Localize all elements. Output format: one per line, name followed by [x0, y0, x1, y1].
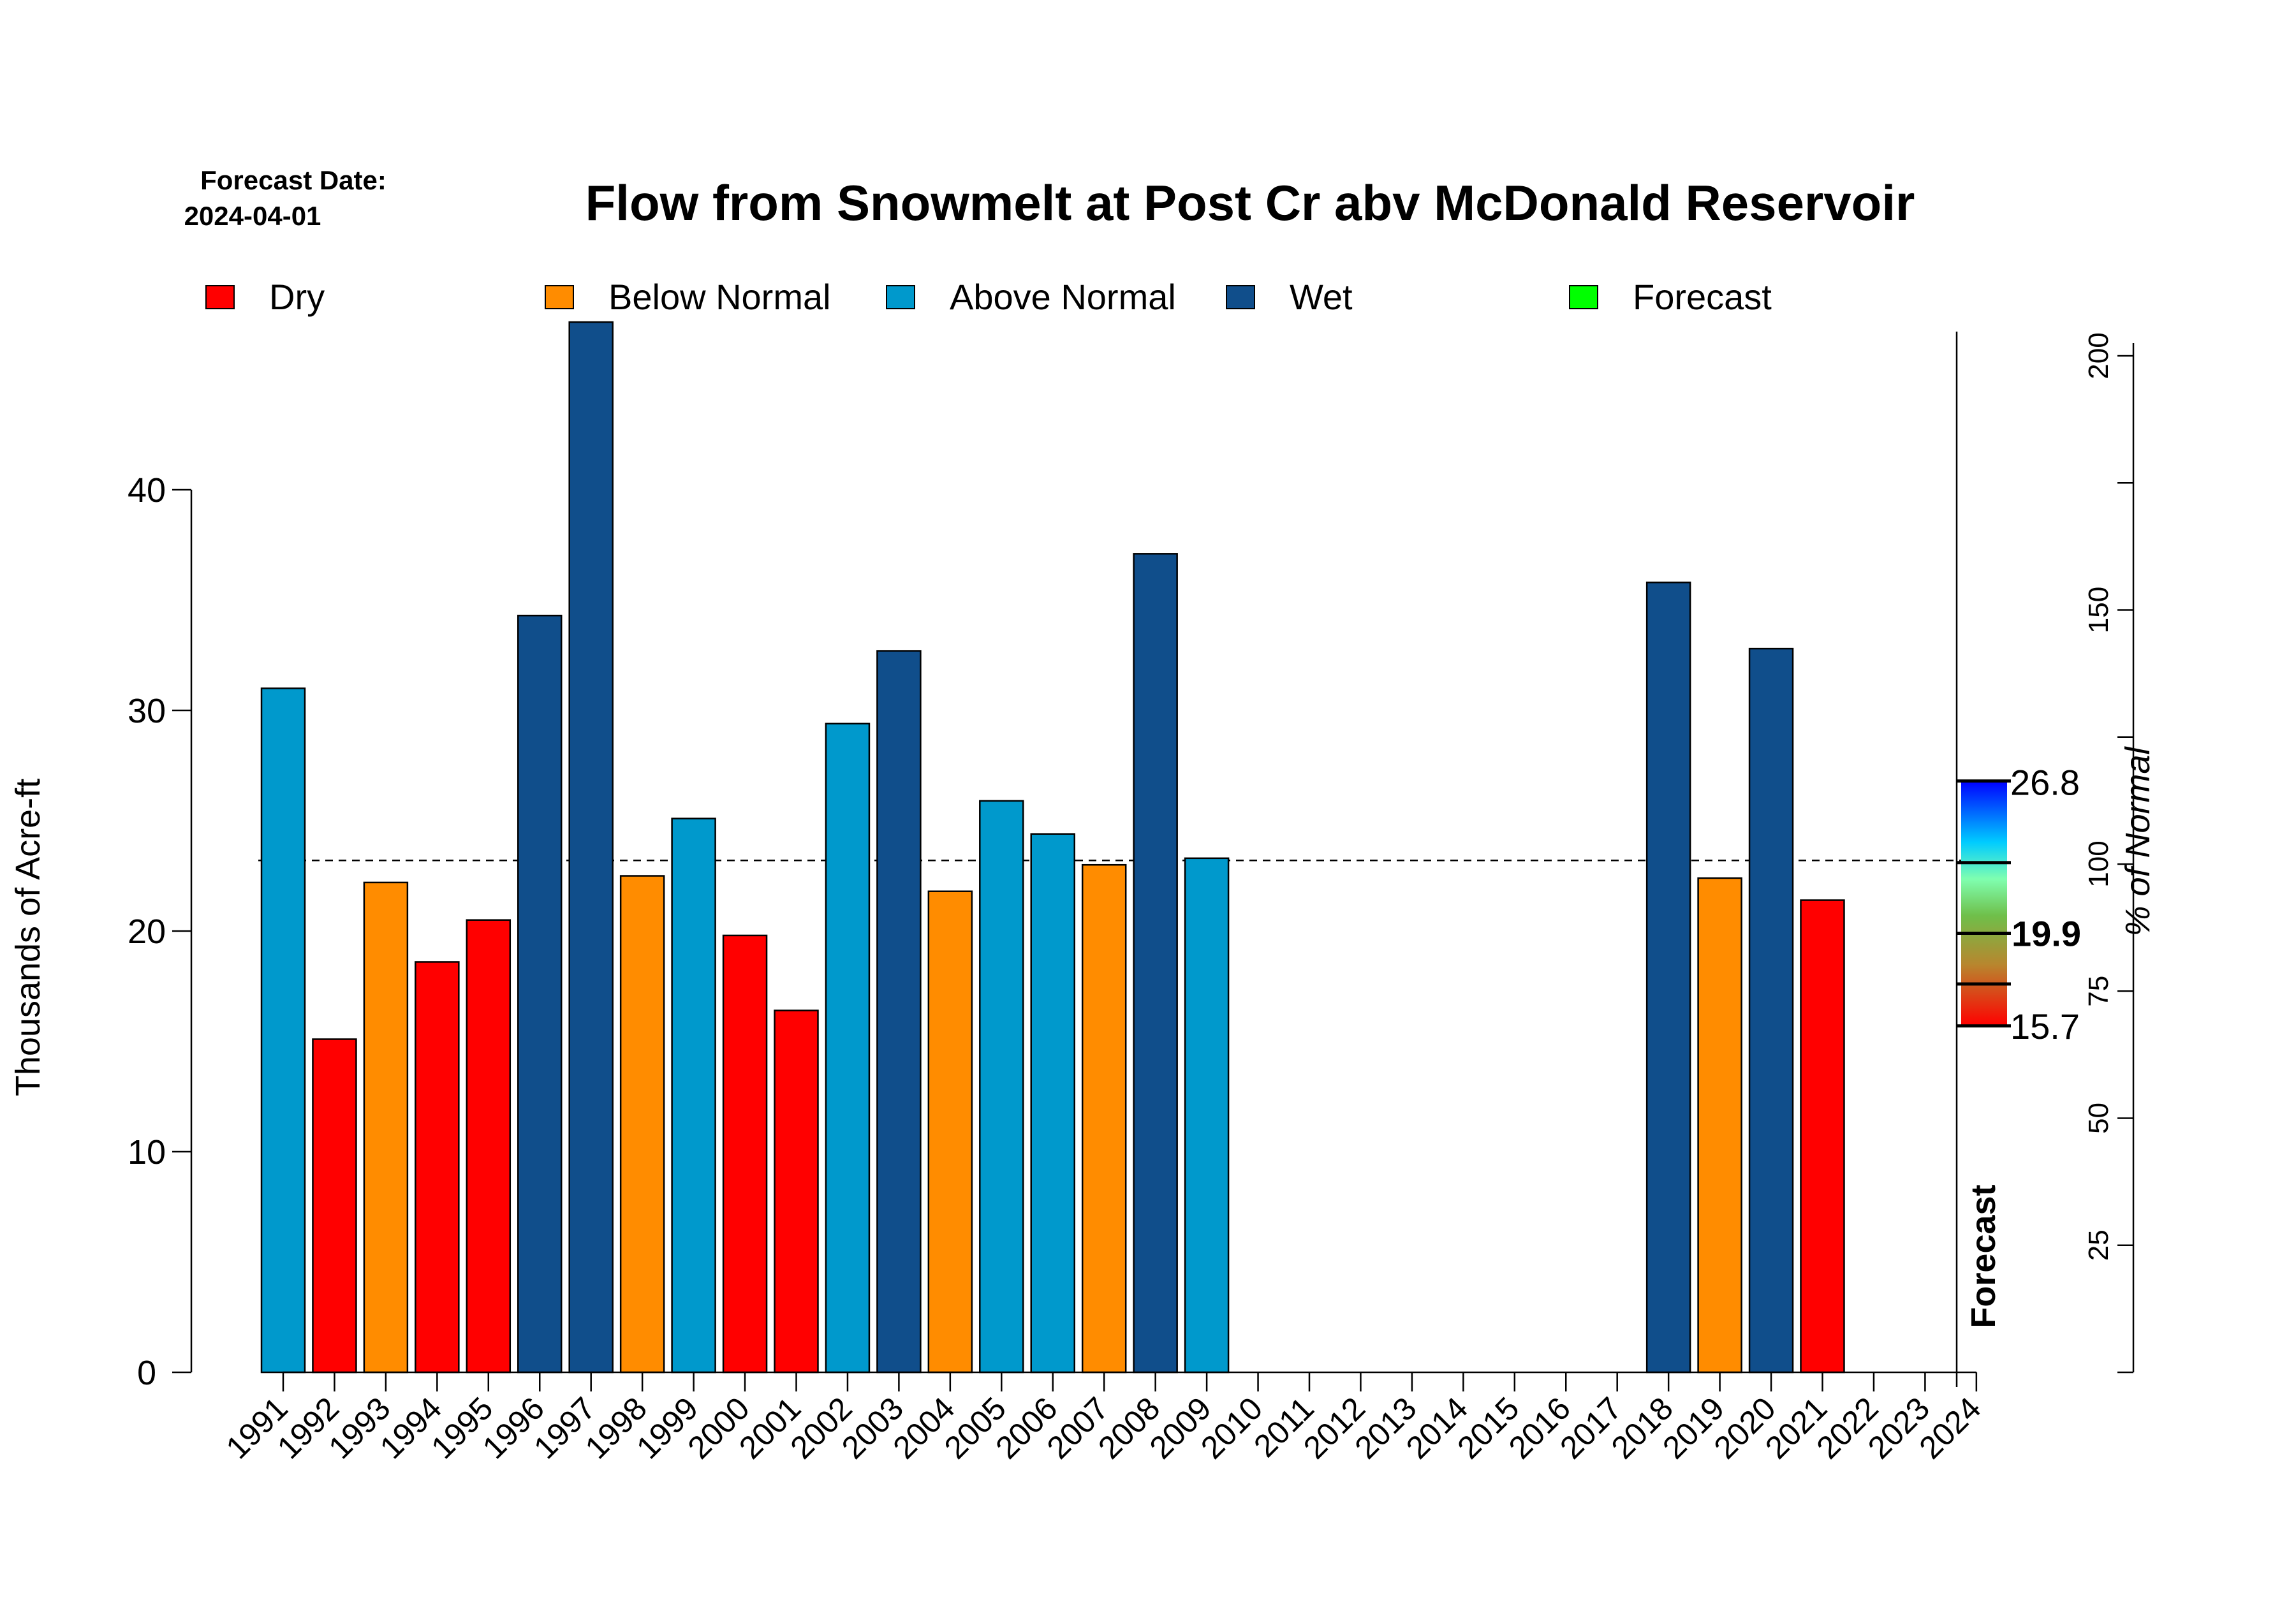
bar-1999	[671, 818, 716, 1374]
bar-2009	[1184, 857, 1230, 1374]
legend: Dry Below Normal Above Normal Wet Forecast	[205, 277, 1772, 317]
y-tick-label: 40	[128, 471, 166, 510]
legend-swatch-above-normal	[886, 285, 915, 309]
bar-2005	[979, 800, 1024, 1374]
bar-2000	[722, 934, 768, 1374]
forecast-min-label: 15.7	[2010, 1006, 2080, 1046]
forecast-range-bar	[1961, 781, 2007, 1026]
bar-2008	[1133, 553, 1178, 1374]
y2-tick-label: 200	[2083, 332, 2114, 379]
bar-1994	[415, 961, 460, 1374]
legend-label-above-normal: Above Normal	[950, 277, 1176, 317]
forecast-max-label: 26.8	[2010, 763, 2080, 803]
y2-tick-label: 100	[2083, 840, 2114, 887]
y2-tick-label: 75	[2083, 976, 2114, 1007]
legend-swatch-below-normal	[545, 285, 574, 309]
bar-1995	[466, 919, 511, 1374]
y-axis-label: Thousands of Acre-ft	[9, 779, 47, 1096]
bar-1991	[260, 687, 306, 1374]
bars	[260, 321, 1845, 1374]
legend-label-wet: Wet	[1290, 277, 1353, 317]
bar-2001	[774, 1009, 819, 1374]
y-tick-label: 20	[128, 913, 166, 951]
y2-axis-label: % of Normal	[2119, 745, 2157, 936]
forecast-median-label: 19.9	[2012, 913, 2081, 953]
legend-swatch-wet	[1226, 285, 1255, 309]
bar-2006	[1030, 833, 1075, 1374]
y-tick-label: 30	[128, 692, 166, 730]
y2-tick-label: 50	[2083, 1103, 2114, 1134]
forecast-date-value: 2024-04-01	[184, 201, 321, 231]
bar-2003	[876, 650, 922, 1374]
bar-1996	[517, 614, 563, 1374]
bar-2021	[1800, 899, 1845, 1374]
legend-label-dry: Dry	[269, 277, 325, 317]
y-tick-label: 0	[137, 1354, 156, 1392]
bar-2020	[1748, 647, 1794, 1374]
legend-swatch-dry	[205, 285, 235, 309]
forecast-vertical-label: Forecast	[1964, 1184, 2003, 1328]
bar-2002	[825, 723, 871, 1374]
bar-2007	[1081, 863, 1127, 1374]
chart-title: Flow from Snowmelt at Post Cr abv McDona…	[585, 175, 1915, 231]
forecast-range: 26.8 19.9 15.7	[1957, 763, 2081, 1046]
bar-1998	[619, 875, 665, 1374]
bar-1992	[312, 1038, 357, 1374]
y2-tick-label: 25	[2083, 1229, 2114, 1261]
y2-tick-label: 150	[2083, 587, 2114, 633]
bar-2018	[1645, 582, 1691, 1374]
y-tick-label: 10	[128, 1133, 166, 1171]
bar-1997	[568, 321, 614, 1374]
legend-label-forecast: Forecast	[1633, 277, 1772, 317]
bar-1993	[363, 881, 409, 1374]
bar-2019	[1697, 877, 1742, 1374]
bar-2004	[927, 890, 973, 1374]
legend-swatch-forecast	[1569, 285, 1598, 309]
forecast-date-label: Forecast Date:	[200, 165, 386, 195]
legend-label-below-normal: Below Normal	[608, 277, 831, 317]
